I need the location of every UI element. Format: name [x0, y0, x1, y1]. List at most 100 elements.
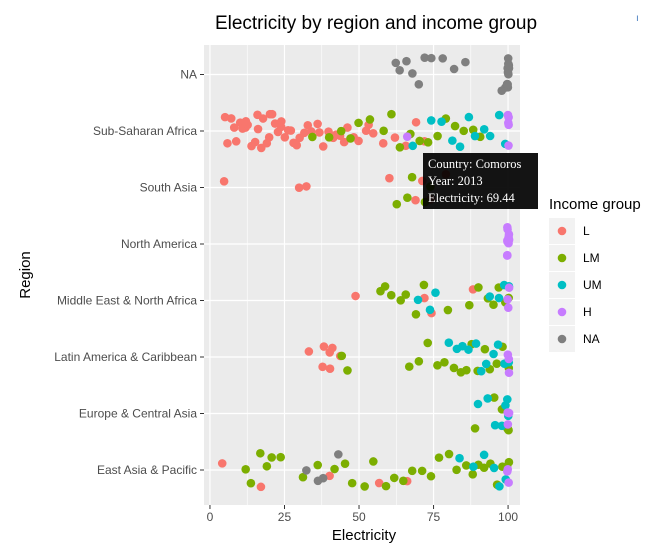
data-point [219, 177, 229, 186]
legend-label: LM [583, 251, 600, 265]
data-point [423, 138, 433, 147]
data-point [479, 450, 489, 460]
data-point [490, 420, 500, 430]
x-axis: 0 25 50 75 100 [207, 505, 518, 524]
data-point [217, 459, 227, 468]
legend-label: NA [583, 332, 600, 346]
chart-title: Electricity by region and income group [215, 13, 537, 34]
data-point [434, 453, 444, 462]
corner-mark-icon: ı [636, 13, 639, 24]
data-point [413, 295, 423, 305]
data-point [276, 452, 285, 462]
data-point [423, 338, 433, 348]
data-point [389, 473, 399, 483]
data-point [402, 56, 411, 66]
data-point [395, 66, 404, 75]
data-point [318, 473, 328, 483]
data-point [438, 54, 448, 63]
data-point [503, 118, 513, 128]
data-points [217, 53, 514, 492]
data-point [503, 222, 512, 232]
data-point [292, 140, 302, 150]
data-point [241, 116, 251, 126]
data-point [502, 467, 512, 476]
data-point [315, 128, 324, 137]
data-point [419, 280, 429, 290]
data-point [325, 364, 335, 373]
data-point [318, 142, 328, 151]
data-point [503, 395, 512, 404]
data-point [489, 463, 499, 473]
x-tick-label: 25 [278, 510, 292, 524]
data-point [267, 109, 277, 119]
data-point [300, 128, 309, 138]
data-point [386, 290, 396, 300]
data-point [325, 348, 335, 357]
data-point [504, 283, 514, 293]
data-point [325, 471, 334, 481]
data-point [502, 250, 512, 260]
data-point [470, 131, 480, 141]
data-point [407, 466, 417, 476]
legend-label: H [583, 305, 592, 319]
data-point [426, 116, 436, 125]
data-point [360, 482, 369, 491]
data-point [379, 126, 388, 136]
data-point [404, 362, 414, 371]
y-tick-label: Latin America & Caribbean [54, 350, 197, 364]
data-point [246, 478, 256, 488]
data-point [465, 300, 474, 310]
data-point [399, 476, 408, 486]
data-point [337, 351, 347, 361]
y-tick-label: NA [180, 68, 197, 82]
data-point [374, 478, 384, 488]
data-point [403, 193, 412, 202]
data-point [474, 283, 483, 292]
data-point [401, 290, 411, 299]
data-point [489, 300, 498, 310]
plot-panel [204, 45, 520, 505]
data-point [462, 365, 471, 375]
data-point [479, 463, 489, 473]
data-point [258, 114, 268, 123]
data-point [420, 53, 429, 62]
data-point [256, 482, 266, 492]
data-point [298, 472, 308, 482]
data-point [319, 342, 329, 351]
x-tick-label: 50 [352, 510, 366, 524]
data-point [504, 478, 513, 487]
data-point [340, 459, 350, 468]
data-point [396, 296, 406, 305]
x-tick-label: 100 [498, 510, 518, 524]
data-point [368, 129, 378, 138]
data-point [483, 394, 493, 403]
data-point [503, 295, 512, 304]
data-point [339, 137, 349, 147]
data-point [334, 450, 343, 459]
y-tick-label: South Asia [140, 181, 198, 195]
data-point [504, 238, 513, 248]
data-point [440, 358, 449, 367]
data-point [479, 125, 489, 134]
data-point [461, 57, 470, 67]
data-point [280, 133, 290, 142]
data-point [504, 60, 514, 70]
data-point [411, 195, 420, 205]
data-point [461, 461, 471, 470]
x-axis-title: Electricity [332, 527, 397, 544]
data-point [494, 293, 504, 303]
y-tick-label: Sub-Saharan Africa [93, 124, 197, 138]
data-point [336, 126, 346, 136]
data-point [480, 344, 490, 354]
data-point [504, 141, 513, 150]
data-point [494, 110, 504, 120]
data-point [503, 303, 513, 313]
data-point [354, 118, 363, 128]
data-point [485, 292, 495, 301]
legend-title: Income group [549, 196, 641, 213]
data-point [303, 120, 313, 130]
data-point [481, 359, 491, 369]
tooltip-box [423, 153, 538, 209]
data-point [354, 136, 363, 146]
legend-swatch [557, 280, 567, 290]
